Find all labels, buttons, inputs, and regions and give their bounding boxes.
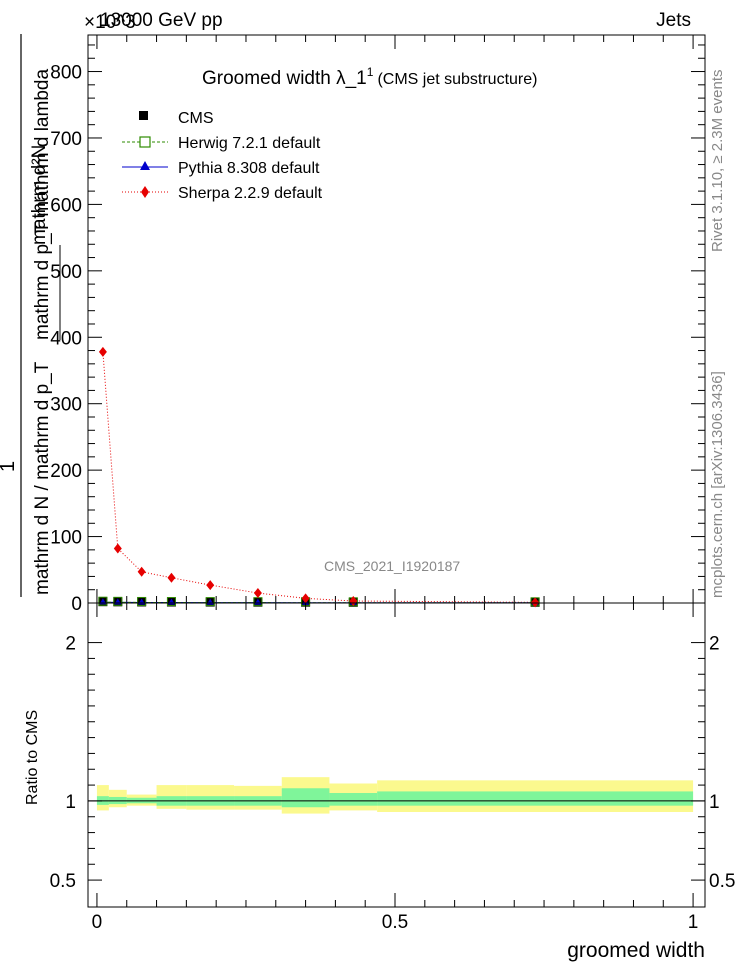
rivet-label: Rivet 3.1.10, ≥ 2.3M events (709, 70, 726, 253)
ratio-y-tick-label: 1 (65, 792, 76, 813)
sherpa-line (102, 351, 536, 603)
ylabel-denominator-a: mathrm d p_T mathrm d lambda (32, 69, 53, 340)
sherpa-point (98, 346, 107, 357)
sherpa-point (531, 597, 540, 608)
y-tick-label: 0 (71, 594, 82, 615)
y-tick-label: 700 (50, 129, 82, 150)
ratio-y-axis-label: Ratio to CMS (24, 710, 41, 805)
sherpa-point (253, 588, 262, 599)
ratio-y-tick-label: 0.5 (50, 871, 76, 892)
ratio-plot-frame (87, 602, 706, 908)
x-tick-label: 1 (688, 912, 699, 933)
sherpa-point (167, 572, 176, 583)
analysis-watermark: CMS_2021_I1920187 (324, 558, 460, 574)
y-tick-label: 200 (50, 461, 82, 482)
sherpa-point (206, 580, 215, 591)
plot-title: Groomed width λ_11 (CMS jet substructure) (202, 65, 537, 89)
exponent-label: ×10^3 (84, 12, 136, 33)
legend-pythia-label: Pythia 8.308 default (178, 160, 320, 177)
legend: CMS Herwig 7.2.1 default Pythia 8.308 de… (122, 110, 323, 202)
herwig-point (166, 597, 176, 607)
sherpa-point (301, 593, 310, 604)
sherpa-point (113, 543, 122, 554)
legend-herwig-marker (139, 136, 151, 148)
y-tick-label: 300 (50, 395, 82, 416)
main-axes: 0 100 200 300 400 500 600 700 800 (50, 35, 705, 615)
ratio-y-tick-label: 2 (65, 634, 76, 655)
x-tick-label: 0.5 (382, 912, 408, 933)
ratio-inner-band (281, 788, 330, 808)
x-axis-label: groomed width (567, 939, 705, 962)
ratio-y-tick-label-right: 0.5 (709, 871, 735, 892)
y-tick-label: 500 (50, 262, 82, 283)
main-y-axis-label: 1 mathrm d²N mathrm d p_T mathrm d lambd… (0, 34, 61, 597)
mcplots-label: mcplots.cern.ch [arXiv:1306.3436] (709, 371, 726, 598)
y-tick-label: 800 (50, 63, 82, 84)
ylabel-denominator-b: mathrm d N / mathrm d p_T (32, 361, 53, 595)
y-tick-label: 600 (50, 195, 82, 216)
herwig-point (113, 596, 123, 606)
energy-label: 13000 GeV pp (100, 10, 223, 31)
x-tick-label: 0 (92, 912, 103, 933)
ratio-bands (96, 777, 694, 814)
legend-herwig-label: Herwig 7.2.1 default (178, 135, 321, 152)
sherpa-point (137, 566, 146, 577)
legend-cms-label: CMS (178, 110, 214, 127)
ylabel-numerator: mathrm d²N (29, 145, 50, 245)
legend-sherpa-label: Sherpa 2.2.9 default (178, 185, 323, 202)
herwig-point (98, 596, 108, 606)
y-tick-label: 100 (50, 528, 82, 549)
legend-sherpa-marker (141, 186, 149, 198)
ratio-y-tick-label-right: 1 (709, 792, 720, 813)
ylabel-top: 1 (0, 461, 19, 472)
legend-cms-marker (139, 111, 148, 120)
y-tick-label: 400 (50, 328, 82, 349)
ratio-inner-band (329, 793, 378, 806)
ratio-y-tick-label-right: 2 (709, 634, 720, 655)
legend-pythia-marker (140, 161, 150, 170)
ratio-axes: 0.5 0.5 1 1 2 2 0 0.5 1 (50, 603, 735, 933)
sherpa-point (349, 596, 358, 607)
main-data (98, 346, 540, 608)
herwig-point (137, 596, 147, 606)
herwig-point (205, 597, 215, 607)
process-label: Jets (656, 10, 691, 31)
ratio-inner-band (377, 791, 694, 806)
